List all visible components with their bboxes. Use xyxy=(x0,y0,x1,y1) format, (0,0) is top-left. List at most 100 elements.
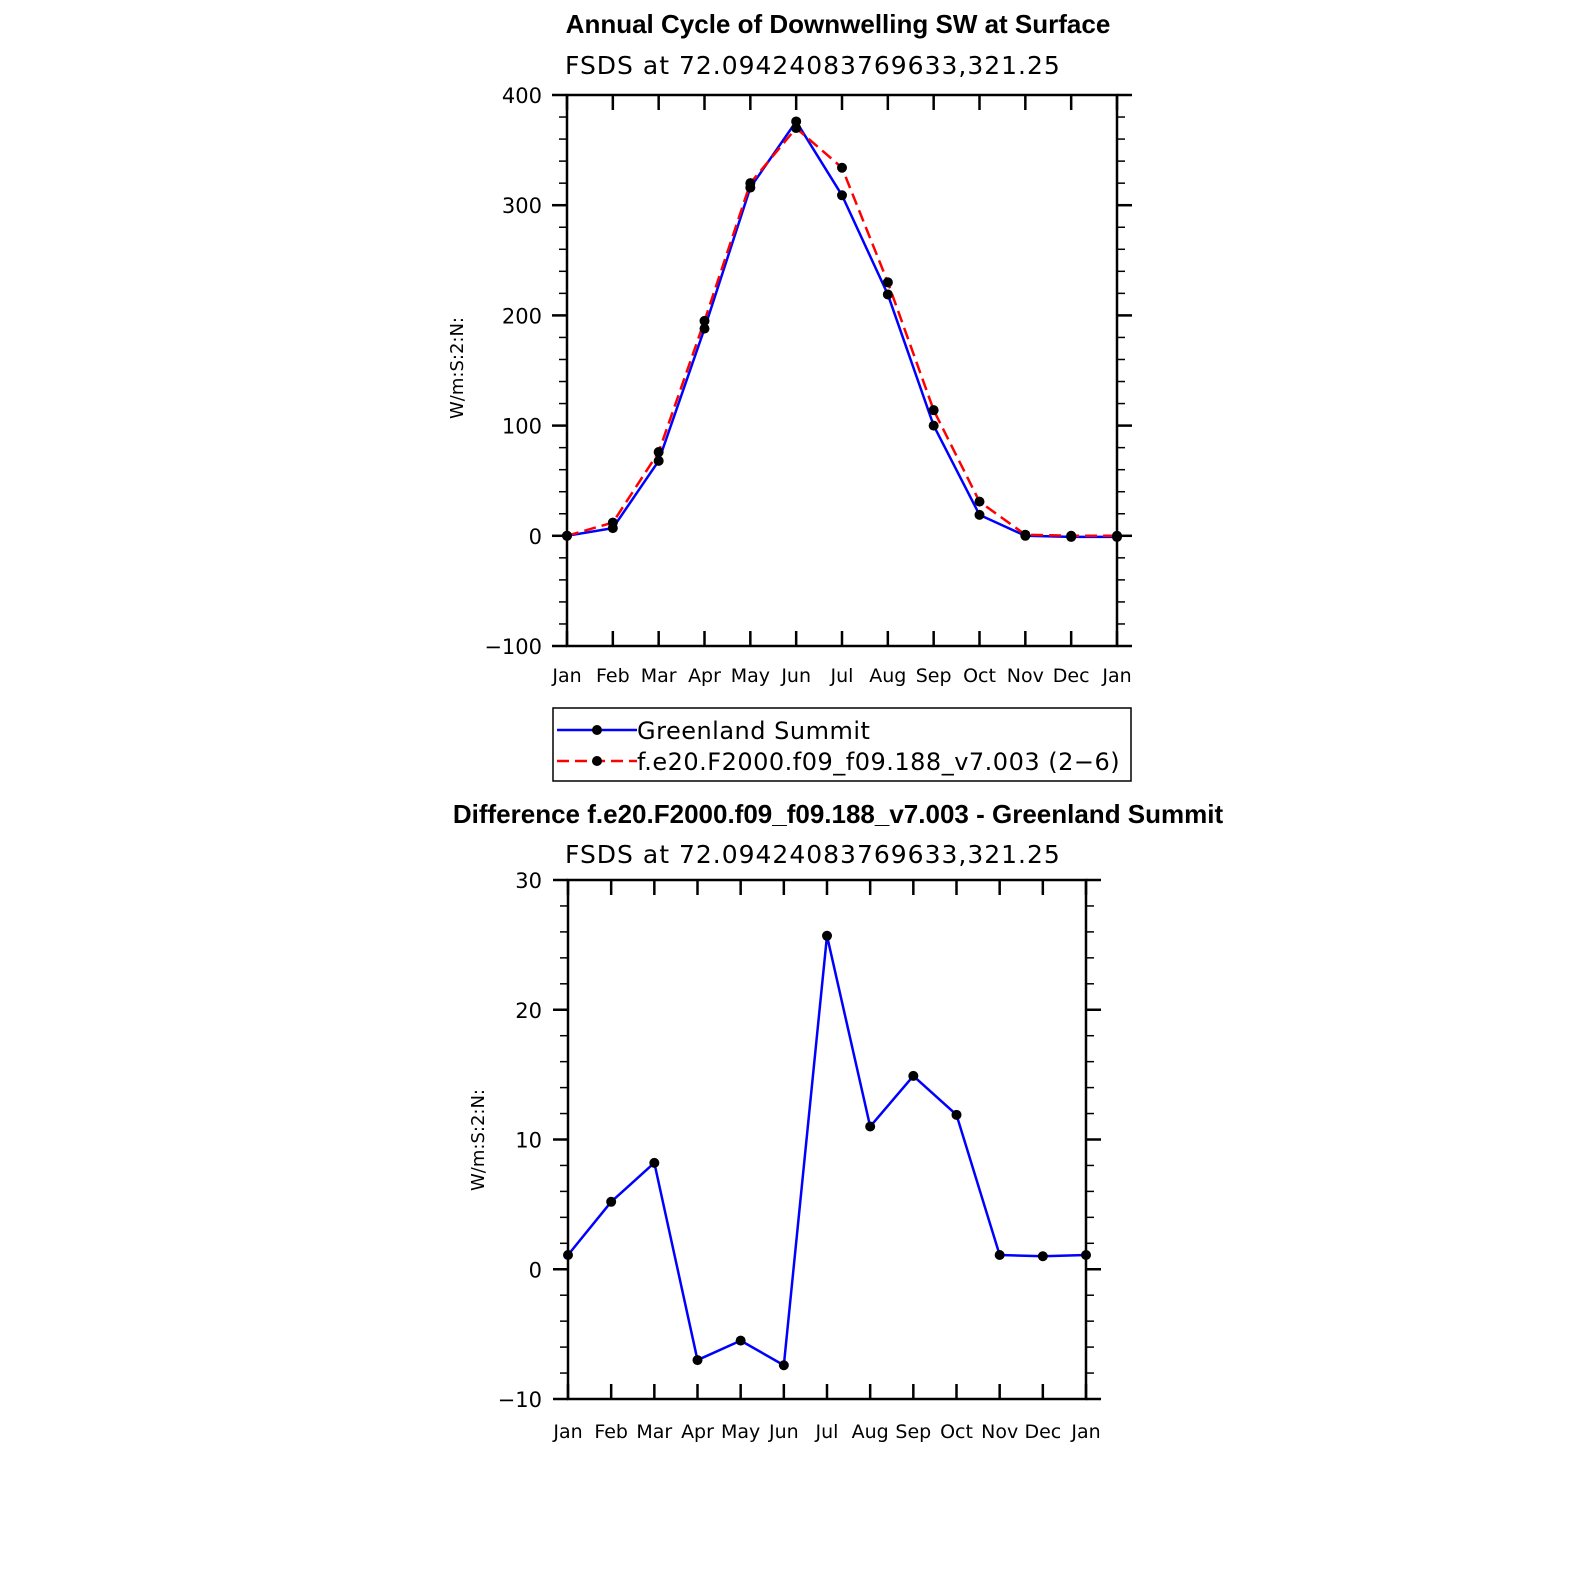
x-tick-label: Oct xyxy=(940,1421,973,1443)
data-point xyxy=(791,123,802,134)
y-tick-label: 30 xyxy=(515,869,542,893)
x-tick-label: Dec xyxy=(1024,1421,1061,1443)
data-point xyxy=(745,178,756,189)
x-tick-label: Oct xyxy=(963,665,996,687)
data-point xyxy=(974,509,985,520)
panel-difference: Difference f.e20.F2000.f09_f09.188_v7.00… xyxy=(453,799,1224,1443)
data-point xyxy=(563,1249,573,1260)
y-tick-label: −10 xyxy=(498,1388,542,1412)
legend-marker xyxy=(592,725,602,735)
x-tick-label: Jun xyxy=(780,665,811,687)
data-point xyxy=(1020,529,1031,540)
legend: Greenland Summit f.e20.F2000.f09_f09.188… xyxy=(552,707,1132,782)
x-tick-label: Jul xyxy=(815,1421,839,1443)
y-tick-label: 300 xyxy=(502,194,542,218)
data-point xyxy=(692,1355,703,1366)
x-tick-label: Jan xyxy=(1101,665,1131,687)
data-point xyxy=(653,447,664,458)
data-point xyxy=(994,1249,1005,1260)
series-lines xyxy=(566,120,1117,539)
tick-marks xyxy=(553,878,1101,1401)
data-point xyxy=(928,420,939,431)
data-point xyxy=(653,455,664,466)
data-point xyxy=(1112,530,1122,541)
x-tick-label: Apr xyxy=(688,665,721,687)
data-point xyxy=(837,190,847,201)
panel-annual-cycle: Annual Cycle of Downwelling SW at Surfac… xyxy=(447,9,1132,782)
x-tick-label: Aug xyxy=(869,665,906,687)
y-tick-labels: 30 20 10 0 −10 xyxy=(498,869,542,1412)
y-tick-label: 10 xyxy=(515,1129,542,1153)
data-point xyxy=(649,1157,660,1168)
plot-frame xyxy=(565,93,1119,648)
x-tick-label: Aug xyxy=(852,1421,889,1443)
data-point xyxy=(908,1070,919,1081)
data-point xyxy=(928,405,939,416)
x-tick-label: Sep xyxy=(895,1421,931,1443)
legend-marker xyxy=(592,756,602,766)
y-axis-label: W/m:S:2:N: xyxy=(447,317,468,419)
series-points xyxy=(562,116,1122,542)
x-tick-label: Nov xyxy=(1007,665,1044,687)
x-tick-label: Nov xyxy=(981,1421,1018,1443)
x-tick-label: May xyxy=(731,665,770,687)
x-tick-labels: Jan Feb Mar Apr May Jun Jul Aug Sep Oct Nov Dec Jan xyxy=(552,1421,1100,1443)
data-point xyxy=(699,323,710,334)
data-point xyxy=(606,1196,617,1207)
chart-subtitle: FSDS at 72.09424083769633,321.25 xyxy=(565,840,1061,869)
data-point xyxy=(1037,1251,1048,1262)
data-point xyxy=(699,315,710,326)
legend-label: Greenland Summit xyxy=(637,717,870,745)
legend-box xyxy=(552,707,1132,782)
x-tick-label: Jul xyxy=(830,665,854,687)
y-tick-label: 100 xyxy=(502,415,542,439)
series-line-0 xyxy=(566,120,1117,539)
y-tick-label: 400 xyxy=(502,84,542,108)
data-point xyxy=(882,289,893,300)
series-line-0 xyxy=(567,934,1087,1367)
x-tick-labels: Jan Feb Mar Apr May Jun Jul Aug Sep Oct Nov Dec Jan xyxy=(551,665,1131,687)
x-tick-label: Jan xyxy=(1070,1421,1100,1443)
x-tick-label: Jan xyxy=(551,665,581,687)
data-point xyxy=(865,1121,876,1132)
x-tick-label: May xyxy=(721,1421,760,1443)
x-tick-label: Mar xyxy=(641,665,677,687)
chart-title: Difference f.e20.F2000.f09_f09.188_v7.00… xyxy=(453,799,1224,829)
x-tick-label: Jun xyxy=(768,1421,799,1443)
x-tick-label: Feb xyxy=(594,1421,628,1443)
data-point xyxy=(735,1335,746,1346)
data-point xyxy=(562,530,572,541)
y-tick-label: −100 xyxy=(484,635,542,659)
chart-title: Annual Cycle of Downwelling SW at Surfac… xyxy=(566,9,1111,39)
y-tick-label: 20 xyxy=(515,999,542,1023)
y-tick-labels: 400 300 200 100 0 −100 xyxy=(484,84,542,659)
data-point xyxy=(837,162,847,173)
y-tick-label: 0 xyxy=(529,525,542,549)
data-point xyxy=(974,496,985,507)
data-point xyxy=(1081,1249,1091,1260)
x-tick-label: Feb xyxy=(596,665,630,687)
chart-subtitle: FSDS at 72.09424083769633,321.25 xyxy=(565,51,1061,80)
x-tick-label: Mar xyxy=(636,1421,672,1443)
x-tick-label: Apr xyxy=(681,1421,714,1443)
legend-entry-greenland-summit: Greenland Summit xyxy=(557,717,870,745)
y-axis-label: W/m:S:2:N: xyxy=(468,1089,489,1191)
data-point xyxy=(822,930,832,941)
legend-label: f.e20.F2000.f09_f09.188_v7.003 (2−6) xyxy=(637,748,1120,776)
series-points xyxy=(563,930,1091,1371)
y-tick-label: 0 xyxy=(529,1258,542,1282)
data-point xyxy=(778,1360,789,1371)
x-tick-label: Sep xyxy=(916,665,952,687)
x-tick-label: Dec xyxy=(1053,665,1090,687)
y-tick-label: 200 xyxy=(502,304,542,328)
series-lines xyxy=(567,934,1087,1367)
data-point xyxy=(1066,530,1077,541)
x-tick-label: Jan xyxy=(552,1421,582,1443)
plot-frame xyxy=(566,878,1088,1401)
data-point xyxy=(882,277,893,288)
data-point xyxy=(951,1109,962,1120)
legend-entry-model: f.e20.F2000.f09_f09.188_v7.003 (2−6) xyxy=(557,748,1120,776)
tick-marks xyxy=(552,93,1132,648)
data-point xyxy=(607,517,618,528)
